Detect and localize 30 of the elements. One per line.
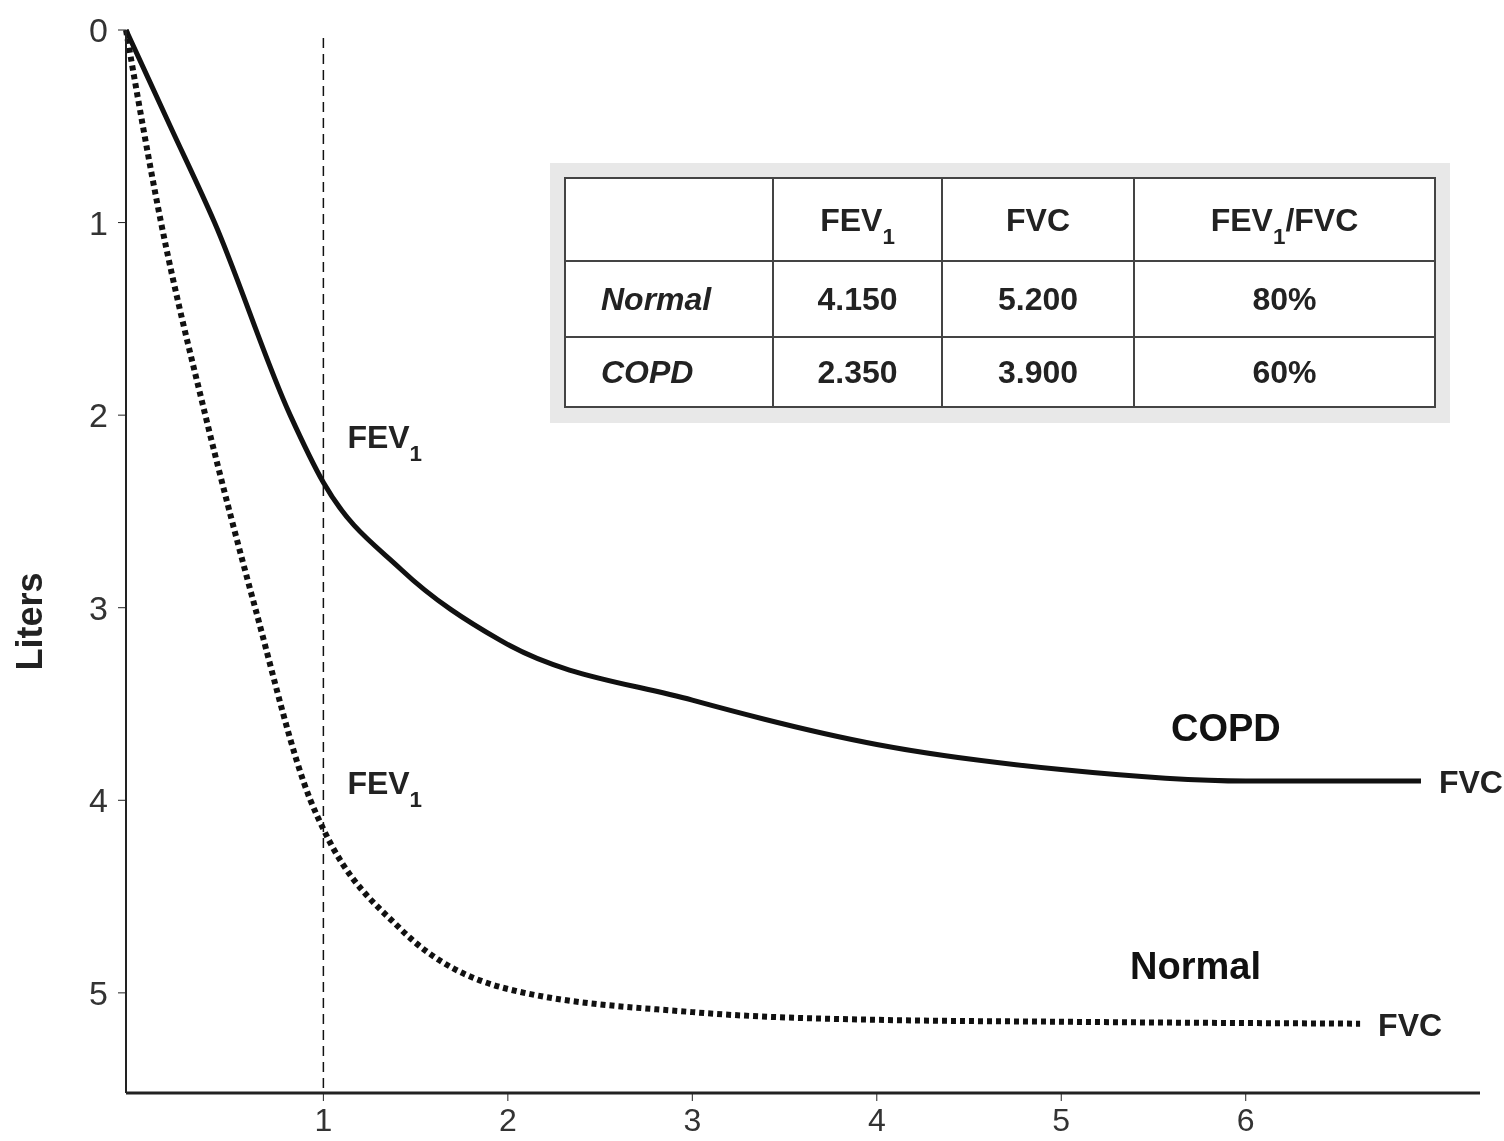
x-tick-label: 2 [498, 1102, 517, 1138]
x-tick-label: 1 [314, 1102, 333, 1138]
x-tick-label: 5 [1052, 1102, 1071, 1138]
y-tick-label: 1 [89, 203, 108, 242]
annotation: COPD [601, 354, 694, 390]
annotation: FVC [1006, 201, 1070, 238]
y-tick-label: 5 [89, 973, 108, 1012]
annotation: FVC [1378, 1006, 1443, 1043]
annotation: 80% [1252, 281, 1317, 317]
x-tick-label: 4 [867, 1102, 886, 1138]
annotation: FEV$_{1}$ [347, 418, 423, 466]
x-tick-label: 3 [683, 1102, 702, 1138]
annotation: 60% [1252, 354, 1317, 390]
annotation: FEV$_{1}$ [347, 765, 423, 812]
annotation: 3.900 [997, 354, 1079, 390]
x-tick-label: 6 [1236, 1102, 1255, 1138]
annotation: 4.150 [817, 281, 898, 317]
series-label: Normal [1130, 944, 1262, 987]
series-label: COPD [1170, 707, 1281, 750]
y-tick-label: 2 [89, 396, 108, 435]
annotation: 2.350 [817, 354, 898, 390]
annotation: Normal [601, 281, 713, 317]
y-tick-label: 0 [89, 11, 108, 49]
y-tick-label: 3 [89, 588, 108, 627]
annotation: FVC [1438, 764, 1503, 801]
y-axis-title: Liters [9, 572, 50, 671]
annotation: 5.200 [997, 281, 1079, 317]
annotation: FEV$_{1}$ [820, 201, 895, 248]
annotation: FEV$_{1}$/FVC [1210, 201, 1359, 248]
y-tick-label: 4 [89, 781, 108, 820]
